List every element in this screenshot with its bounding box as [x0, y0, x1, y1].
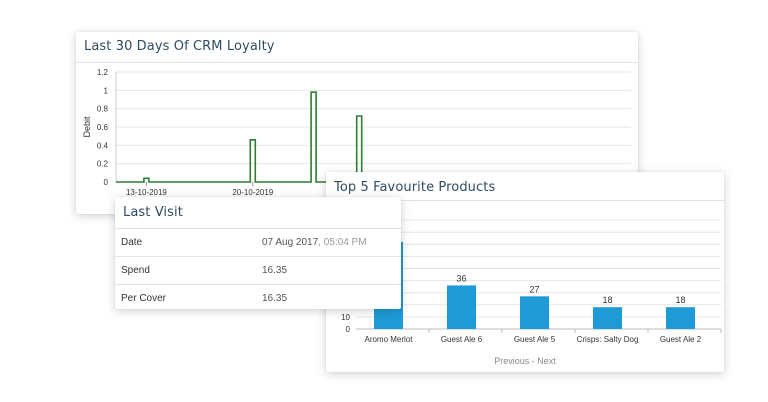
- product-bar: [520, 296, 549, 329]
- bar-value-label: 18: [675, 295, 685, 305]
- x-category-label: Aromo Merlot: [364, 335, 413, 344]
- visit-title-divider: [115, 228, 401, 229]
- visit-value: 07 Aug 2017, 05:04 PM: [262, 229, 367, 256]
- visit-row-spend: Spend 16.35: [115, 257, 401, 285]
- next-link[interactable]: Next: [537, 356, 556, 366]
- product-bar: [666, 307, 695, 329]
- product-bar: [593, 307, 622, 329]
- y-tick-label: 0.2: [97, 160, 109, 169]
- crm-loyalty-title: Last 30 Days Of CRM Loyalty: [84, 39, 275, 54]
- x-category-label: Guest Ale 2: [660, 335, 702, 344]
- visit-label: Per Cover: [121, 293, 167, 304]
- loyalty-series-line: [116, 91, 631, 183]
- products-title-divider: [326, 200, 724, 201]
- y-tick-label: 0: [104, 178, 109, 187]
- visit-date: 07 Aug 2017: [262, 237, 319, 248]
- y-tick-label: 10: [341, 313, 350, 322]
- x-category-label: Guest Ale 6: [441, 335, 483, 344]
- top-products-title: Top 5 Favourite Products: [334, 180, 496, 195]
- y-axis-label: Debit: [82, 116, 92, 138]
- crm-title-divider: [76, 62, 638, 63]
- last-visit-title: Last Visit: [123, 205, 183, 220]
- visit-label: Spend: [121, 265, 150, 276]
- visit-label: Date: [121, 237, 143, 248]
- visit-value: 16.35: [262, 265, 288, 276]
- visit-time: , 05:04 PM: [318, 237, 367, 248]
- x-category-label: Crisps: Salty Dog: [577, 335, 639, 344]
- y-tick-label: 0.4: [97, 141, 109, 150]
- bar-value-label: 36: [456, 273, 466, 283]
- bar-value-label: 18: [602, 295, 612, 305]
- visit-value: 16.35: [262, 293, 288, 304]
- y-tick-label: 0.8: [97, 105, 109, 114]
- x-tick-label: 13-10-2019: [126, 188, 167, 197]
- visit-row-date: Date 07 Aug 2017, 05:04 PM: [115, 229, 401, 257]
- y-tick-label: 0: [346, 325, 351, 334]
- bar-value-label: 27: [529, 284, 539, 294]
- visit-row-per-cover: Per Cover 16.35: [115, 285, 401, 312]
- y-tick-label: 0.6: [97, 123, 109, 132]
- last-visit-card: Last Visit Date 07 Aug 2017, 05:04 PM Sp…: [115, 197, 401, 309]
- previous-link[interactable]: Previous: [494, 356, 530, 366]
- product-bar: [447, 285, 476, 329]
- x-category-label: Guest Ale 5: [514, 335, 556, 344]
- products-pager: Previous - Next: [326, 356, 724, 366]
- y-tick-label: 1: [104, 86, 109, 95]
- pager-separator: -: [531, 356, 535, 366]
- y-tick-label: 1.2: [97, 68, 109, 77]
- x-tick-label: 20-10-2019: [232, 188, 273, 197]
